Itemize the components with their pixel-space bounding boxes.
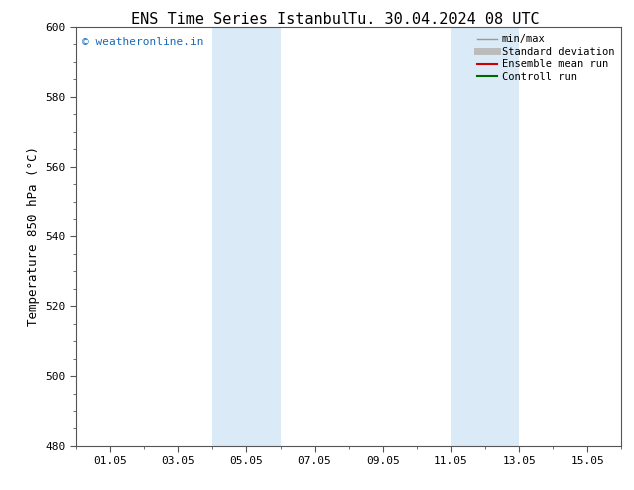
Text: © weatheronline.in: © weatheronline.in [82, 37, 203, 48]
Bar [451, 27, 519, 446]
Y-axis label: Temperature 850 hPa (°C): Temperature 850 hPa (°C) [27, 147, 40, 326]
Text: ENS Time Series Istanbul: ENS Time Series Istanbul [131, 12, 351, 27]
Bar [212, 27, 280, 446]
Text: Tu. 30.04.2024 08 UTC: Tu. 30.04.2024 08 UTC [348, 12, 540, 27]
Legend: min/max, Standard deviation, Ensemble mean run, Controll run: min/max, Standard deviation, Ensemble me… [474, 32, 616, 84]
